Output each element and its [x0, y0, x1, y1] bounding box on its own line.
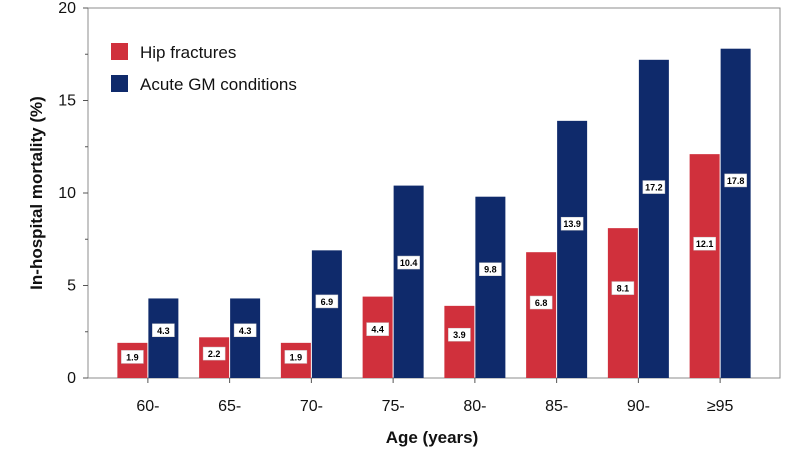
bar-acute-gm-conditions — [230, 298, 261, 378]
legend-swatch-hip-fractures — [111, 43, 128, 60]
y-axis: 0 5 10 15 20 — [58, 0, 88, 387]
data-label-box — [724, 173, 747, 188]
data-label: 8.1 — [617, 284, 630, 294]
x-tick-label: 75- — [382, 398, 405, 415]
bar-hip-fractures — [362, 296, 393, 378]
bar-acute-gm-conditions — [311, 250, 342, 378]
data-label-box — [233, 323, 257, 338]
bar-hip-fractures — [607, 228, 638, 378]
bar-acute-gm-conditions — [393, 185, 424, 378]
bars: 1.9 4.3 2.2 4.3 1.9 6.9 4.4 10.4 3.9 9.8 6.8 13.9 8.… — [117, 48, 751, 379]
data-label: 10.4 — [400, 258, 418, 268]
data-label-box — [560, 216, 584, 231]
data-label-box — [315, 294, 339, 309]
data-label-box — [366, 322, 389, 336]
x-tick-label: 85- — [545, 398, 568, 415]
data-label-box — [397, 255, 420, 270]
data-label-box — [152, 323, 175, 338]
bar-hip-fractures — [444, 305, 475, 378]
bar-acute-gm-conditions — [557, 120, 588, 378]
data-label-box — [529, 295, 553, 310]
plot-area — [87, 7, 781, 379]
legend: Hip fractures Acute GM conditions — [111, 43, 297, 94]
data-label: 6.9 — [321, 297, 334, 307]
bar-hip-fractures — [689, 154, 720, 378]
data-label-box — [479, 262, 502, 276]
bar-acute-gm-conditions — [638, 59, 669, 379]
data-label-box — [284, 350, 308, 364]
y-tick-label: 20 — [58, 0, 76, 17]
data-label: 4.4 — [371, 325, 384, 335]
legend-swatch-acute-gm-conditions — [111, 75, 128, 92]
data-label-box — [693, 236, 716, 251]
y-axis-title: In-hospital mortality (%) — [27, 96, 46, 290]
data-label: 4.3 — [239, 326, 252, 336]
bar-acute-gm-conditions — [475, 196, 506, 378]
bar-acute-gm-conditions — [148, 298, 179, 378]
y-tick-label: 5 — [67, 278, 76, 295]
legend-label-acute-gm-conditions: Acute GM conditions — [140, 75, 297, 94]
data-label: 13.9 — [563, 219, 581, 229]
data-label: 6.8 — [535, 298, 548, 308]
data-label: 4.3 — [157, 326, 170, 336]
x-axis: 60- 65- 70- 75- 80- 85- 90- ≥95 — [136, 378, 734, 415]
bar-acute-gm-conditions — [720, 48, 751, 378]
data-label: 2.2 — [208, 349, 221, 359]
data-label-box — [611, 281, 635, 295]
data-label-box — [448, 327, 471, 342]
y-tick-label: 10 — [58, 185, 76, 202]
x-tick-label: 70- — [300, 398, 323, 415]
data-label-box — [642, 180, 666, 194]
data-label: 9.8 — [484, 265, 497, 275]
data-label-box — [202, 346, 226, 361]
x-tick-label: 80- — [463, 398, 486, 415]
data-label: 1.9 — [290, 352, 303, 362]
bar-hip-fractures — [526, 252, 557, 378]
x-tick-label: ≥95 — [707, 398, 734, 415]
x-tick-label: 60- — [136, 398, 159, 415]
x-axis-title: Age (years) — [386, 428, 479, 447]
data-label: 17.8 — [727, 176, 745, 186]
data-label: 17.2 — [645, 183, 663, 193]
x-tick-label: 65- — [218, 398, 241, 415]
x-tick-label: 90- — [627, 398, 650, 415]
data-label: 1.9 — [126, 352, 139, 362]
y-tick-label: 0 — [67, 370, 76, 387]
legend-label-hip-fractures: Hip fractures — [140, 43, 236, 62]
y-tick-label: 15 — [58, 93, 76, 110]
data-label: 12.1 — [696, 239, 714, 249]
data-label: 3.9 — [453, 330, 466, 340]
data-label-box — [121, 350, 144, 364]
